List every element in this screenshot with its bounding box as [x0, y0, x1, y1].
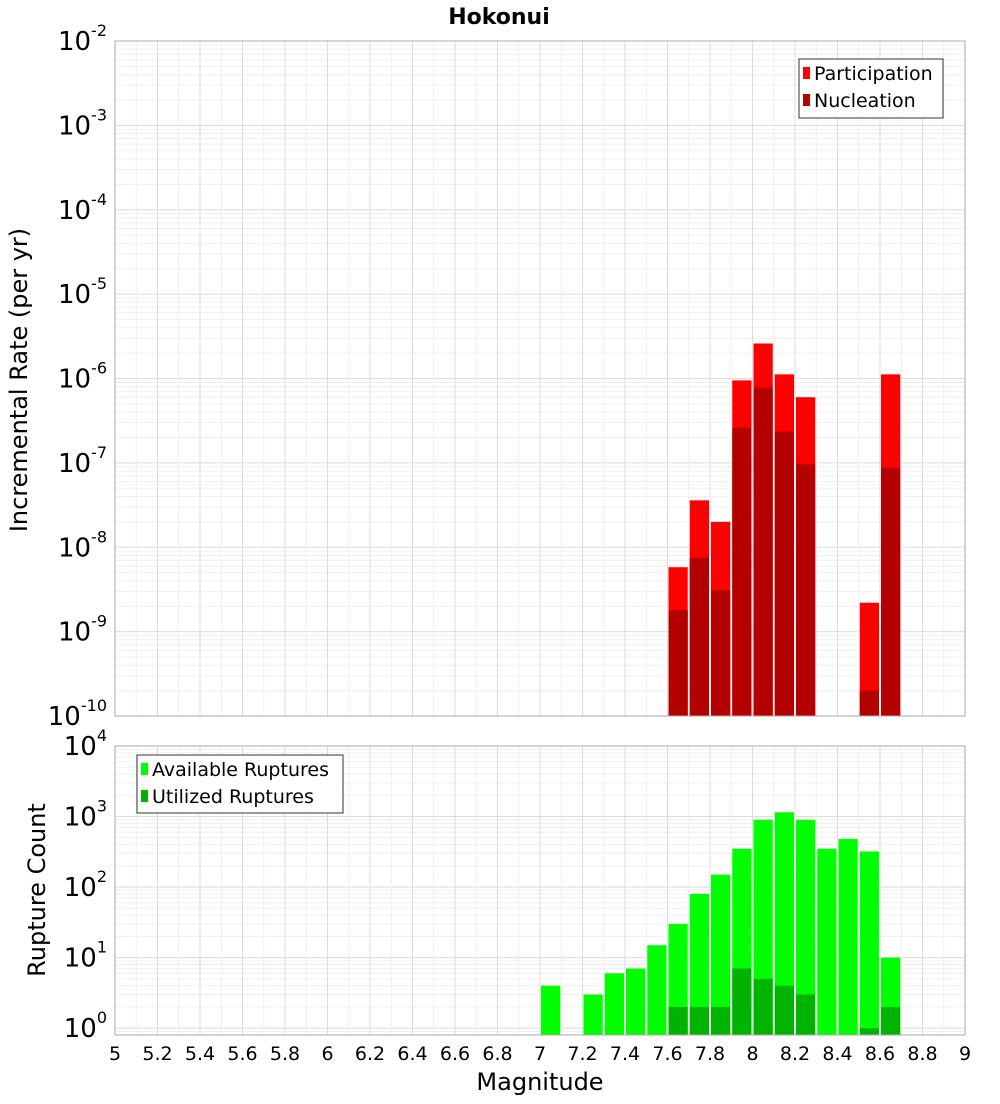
bar — [732, 427, 752, 716]
bar — [647, 945, 667, 1035]
y-tick-label: 10-3 — [58, 105, 107, 141]
x-tick-label: 5.8 — [270, 1043, 300, 1065]
y-tick-label: 10-5 — [58, 274, 107, 310]
x-tick-label: 7.4 — [610, 1043, 640, 1065]
top-y-axis-label: Incremental Rate (per yr) — [5, 228, 33, 532]
legend-label: Participation — [814, 63, 933, 85]
bar — [711, 590, 731, 716]
series-nucleation — [668, 387, 901, 716]
y-tick-label: 104 — [64, 726, 107, 762]
bar — [753, 978, 773, 1035]
y-tick-label: 10-10 — [48, 696, 107, 732]
bar — [881, 467, 901, 716]
bar — [774, 431, 794, 716]
bar — [732, 968, 752, 1035]
bar — [583, 994, 603, 1035]
legend-box — [798, 58, 944, 119]
bar — [541, 985, 561, 1035]
bar — [753, 387, 773, 716]
y-tick-label: 10-7 — [58, 443, 107, 479]
y-tick-label: 10-4 — [58, 190, 107, 226]
x-tick-label: 8.2 — [780, 1043, 810, 1065]
bar — [689, 1006, 709, 1035]
x-tick-label: 5 — [109, 1043, 121, 1065]
plot-frame — [114, 40, 966, 717]
x-tick-label: 7.6 — [652, 1043, 682, 1065]
legend-swatch — [141, 763, 148, 775]
y-tick-label: 10-2 — [58, 21, 107, 57]
series-utilized-ruptures — [668, 968, 901, 1035]
bottom-y-axis-label: Rupture Count — [23, 803, 51, 977]
y-tick-label: 10-9 — [58, 612, 107, 648]
bar — [626, 968, 646, 1035]
legend-swatch — [803, 94, 810, 106]
y-tick-label: 101 — [64, 938, 107, 974]
bar — [774, 812, 794, 1035]
x-tick-label: 5.2 — [142, 1043, 172, 1065]
x-tick-label: 7 — [534, 1043, 546, 1065]
x-tick-label: 6.4 — [397, 1043, 427, 1065]
bar — [796, 819, 816, 1035]
chart-title: Hokonui — [448, 5, 550, 30]
bar — [774, 985, 794, 1035]
bar — [689, 893, 709, 1035]
legend: Participation Nucleation — [798, 58, 944, 119]
bar — [668, 610, 688, 716]
bar — [859, 1028, 879, 1035]
bar — [711, 874, 731, 1035]
plot-frame — [114, 745, 966, 1036]
bar — [711, 1006, 731, 1035]
bar — [796, 464, 816, 716]
legend-box — [136, 754, 344, 814]
x-tick-label: 8.8 — [907, 1043, 937, 1065]
y-tick-label: 10-8 — [58, 527, 107, 563]
x-tick-label: 5.4 — [185, 1043, 215, 1065]
x-tick-label: 8.4 — [822, 1043, 852, 1065]
bar — [817, 848, 837, 1035]
bar — [796, 994, 816, 1035]
legend: Available Ruptures Utilized Ruptures — [136, 754, 344, 814]
legend-swatch — [803, 67, 810, 79]
legend-swatch — [141, 790, 148, 802]
bar — [859, 602, 879, 716]
x-tick-label: 6.8 — [482, 1043, 512, 1065]
y-tick-label: 100 — [64, 1008, 107, 1044]
y-tick-label: 102 — [64, 867, 107, 903]
x-tick-label: 6.2 — [355, 1043, 385, 1065]
x-tick-label: 8 — [746, 1043, 758, 1065]
bar — [668, 1006, 688, 1035]
x-axis-label: Magnitude — [476, 1068, 603, 1096]
grid — [114, 41, 966, 717]
y-tick-label: 10-6 — [58, 359, 107, 395]
bar — [881, 1006, 901, 1035]
x-tick-label: 7.2 — [567, 1043, 597, 1065]
top-plot: 10-2 10-3 10-4 10-5 10-6 10-7 10-8 10-9 10-10 Par… — [48, 21, 966, 732]
bar — [604, 973, 624, 1035]
bar — [838, 839, 858, 1035]
x-tick-label: 7.8 — [695, 1043, 725, 1065]
legend-label: Available Ruptures — [152, 759, 329, 781]
bar — [859, 851, 879, 1035]
legend-label: Utilized Ruptures — [152, 786, 314, 808]
y-tick-label: 103 — [64, 797, 107, 833]
x-tick-label: 6 — [321, 1043, 333, 1065]
x-tick-label: 9 — [959, 1043, 971, 1065]
x-tick-label: 8.6 — [865, 1043, 895, 1065]
bar — [689, 557, 709, 716]
x-tick-label: 6.6 — [440, 1043, 470, 1065]
x-tick-label: 5.6 — [227, 1043, 257, 1065]
bar — [859, 690, 879, 716]
legend-label: Nucleation — [814, 90, 916, 112]
